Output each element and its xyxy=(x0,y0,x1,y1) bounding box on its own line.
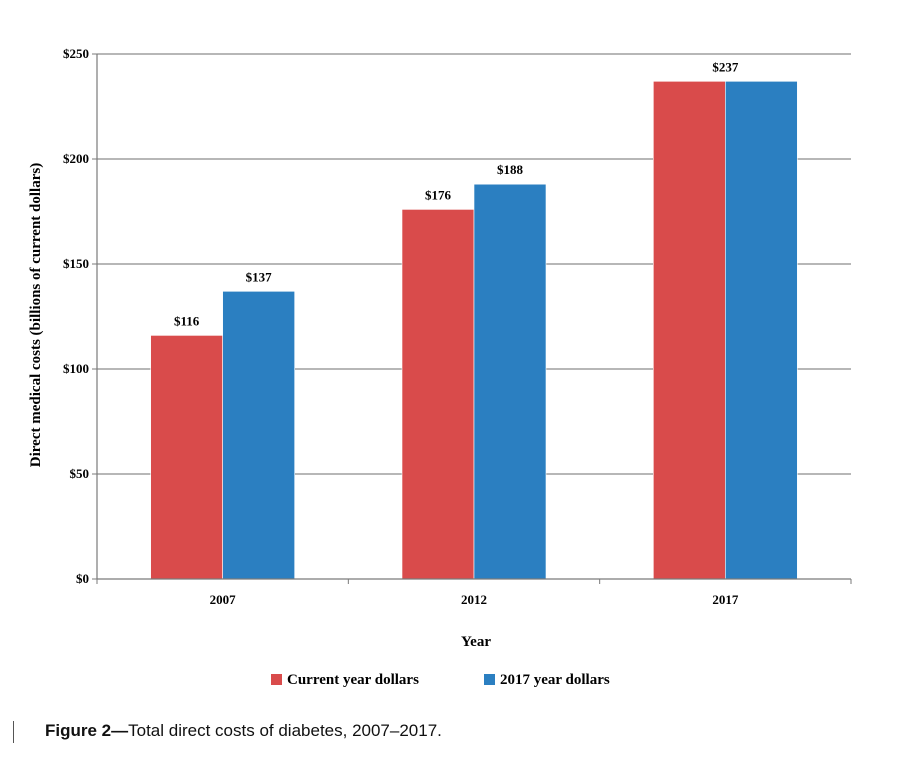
y-tick-label: $50 xyxy=(70,466,90,481)
axes: $0 $50 $100 $150 $200 $250 2007 2012 2017 xyxy=(63,46,852,607)
bar xyxy=(401,209,475,580)
caption-divider xyxy=(13,721,14,743)
x-tick-label: 2012 xyxy=(461,592,487,607)
legend-label: 2017 year dollars xyxy=(500,672,610,688)
bar xyxy=(473,183,547,580)
data-label: $116 xyxy=(174,313,200,328)
y-axis-title: Direct medical costs (billions of curren… xyxy=(28,163,44,467)
caption-label: Figure 2— xyxy=(45,721,129,740)
bar-chart: $116 $137 $176 $188 $237 $0 $50 $100 $150 $200 $2… xyxy=(28,46,852,688)
bar xyxy=(725,81,798,580)
figure-caption: Figure 2—Total direct costs of diabetes,… xyxy=(0,717,900,747)
y-tick-label: $100 xyxy=(63,361,89,376)
data-label: $137 xyxy=(246,269,273,284)
legend-swatch xyxy=(271,674,282,685)
bar xyxy=(222,290,295,580)
bar xyxy=(150,335,223,580)
legend-swatch xyxy=(484,674,495,685)
y-tick-label: $0 xyxy=(76,571,89,586)
bars xyxy=(150,81,798,580)
data-labels: $116 $137 $176 $188 $237 xyxy=(174,59,739,328)
legend-label: Current year dollars xyxy=(287,672,419,688)
y-tick-label: $250 xyxy=(63,46,89,61)
x-tick-label: 2007 xyxy=(210,592,237,607)
y-tick-label: $200 xyxy=(63,151,89,166)
data-label: $237 xyxy=(712,59,739,74)
caption-text: Figure 2—Total direct costs of diabetes,… xyxy=(45,721,442,741)
x-tick-label: 2017 xyxy=(712,592,739,607)
bar xyxy=(653,81,726,580)
caption-body: Total direct costs of diabetes, 2007–201… xyxy=(128,721,442,740)
legend: Current year dollars 2017 year dollars xyxy=(271,672,610,688)
data-label: $176 xyxy=(425,187,452,202)
y-tick-label: $150 xyxy=(63,256,89,271)
data-label: $188 xyxy=(497,162,524,177)
x-axis-title: Year xyxy=(461,634,491,650)
